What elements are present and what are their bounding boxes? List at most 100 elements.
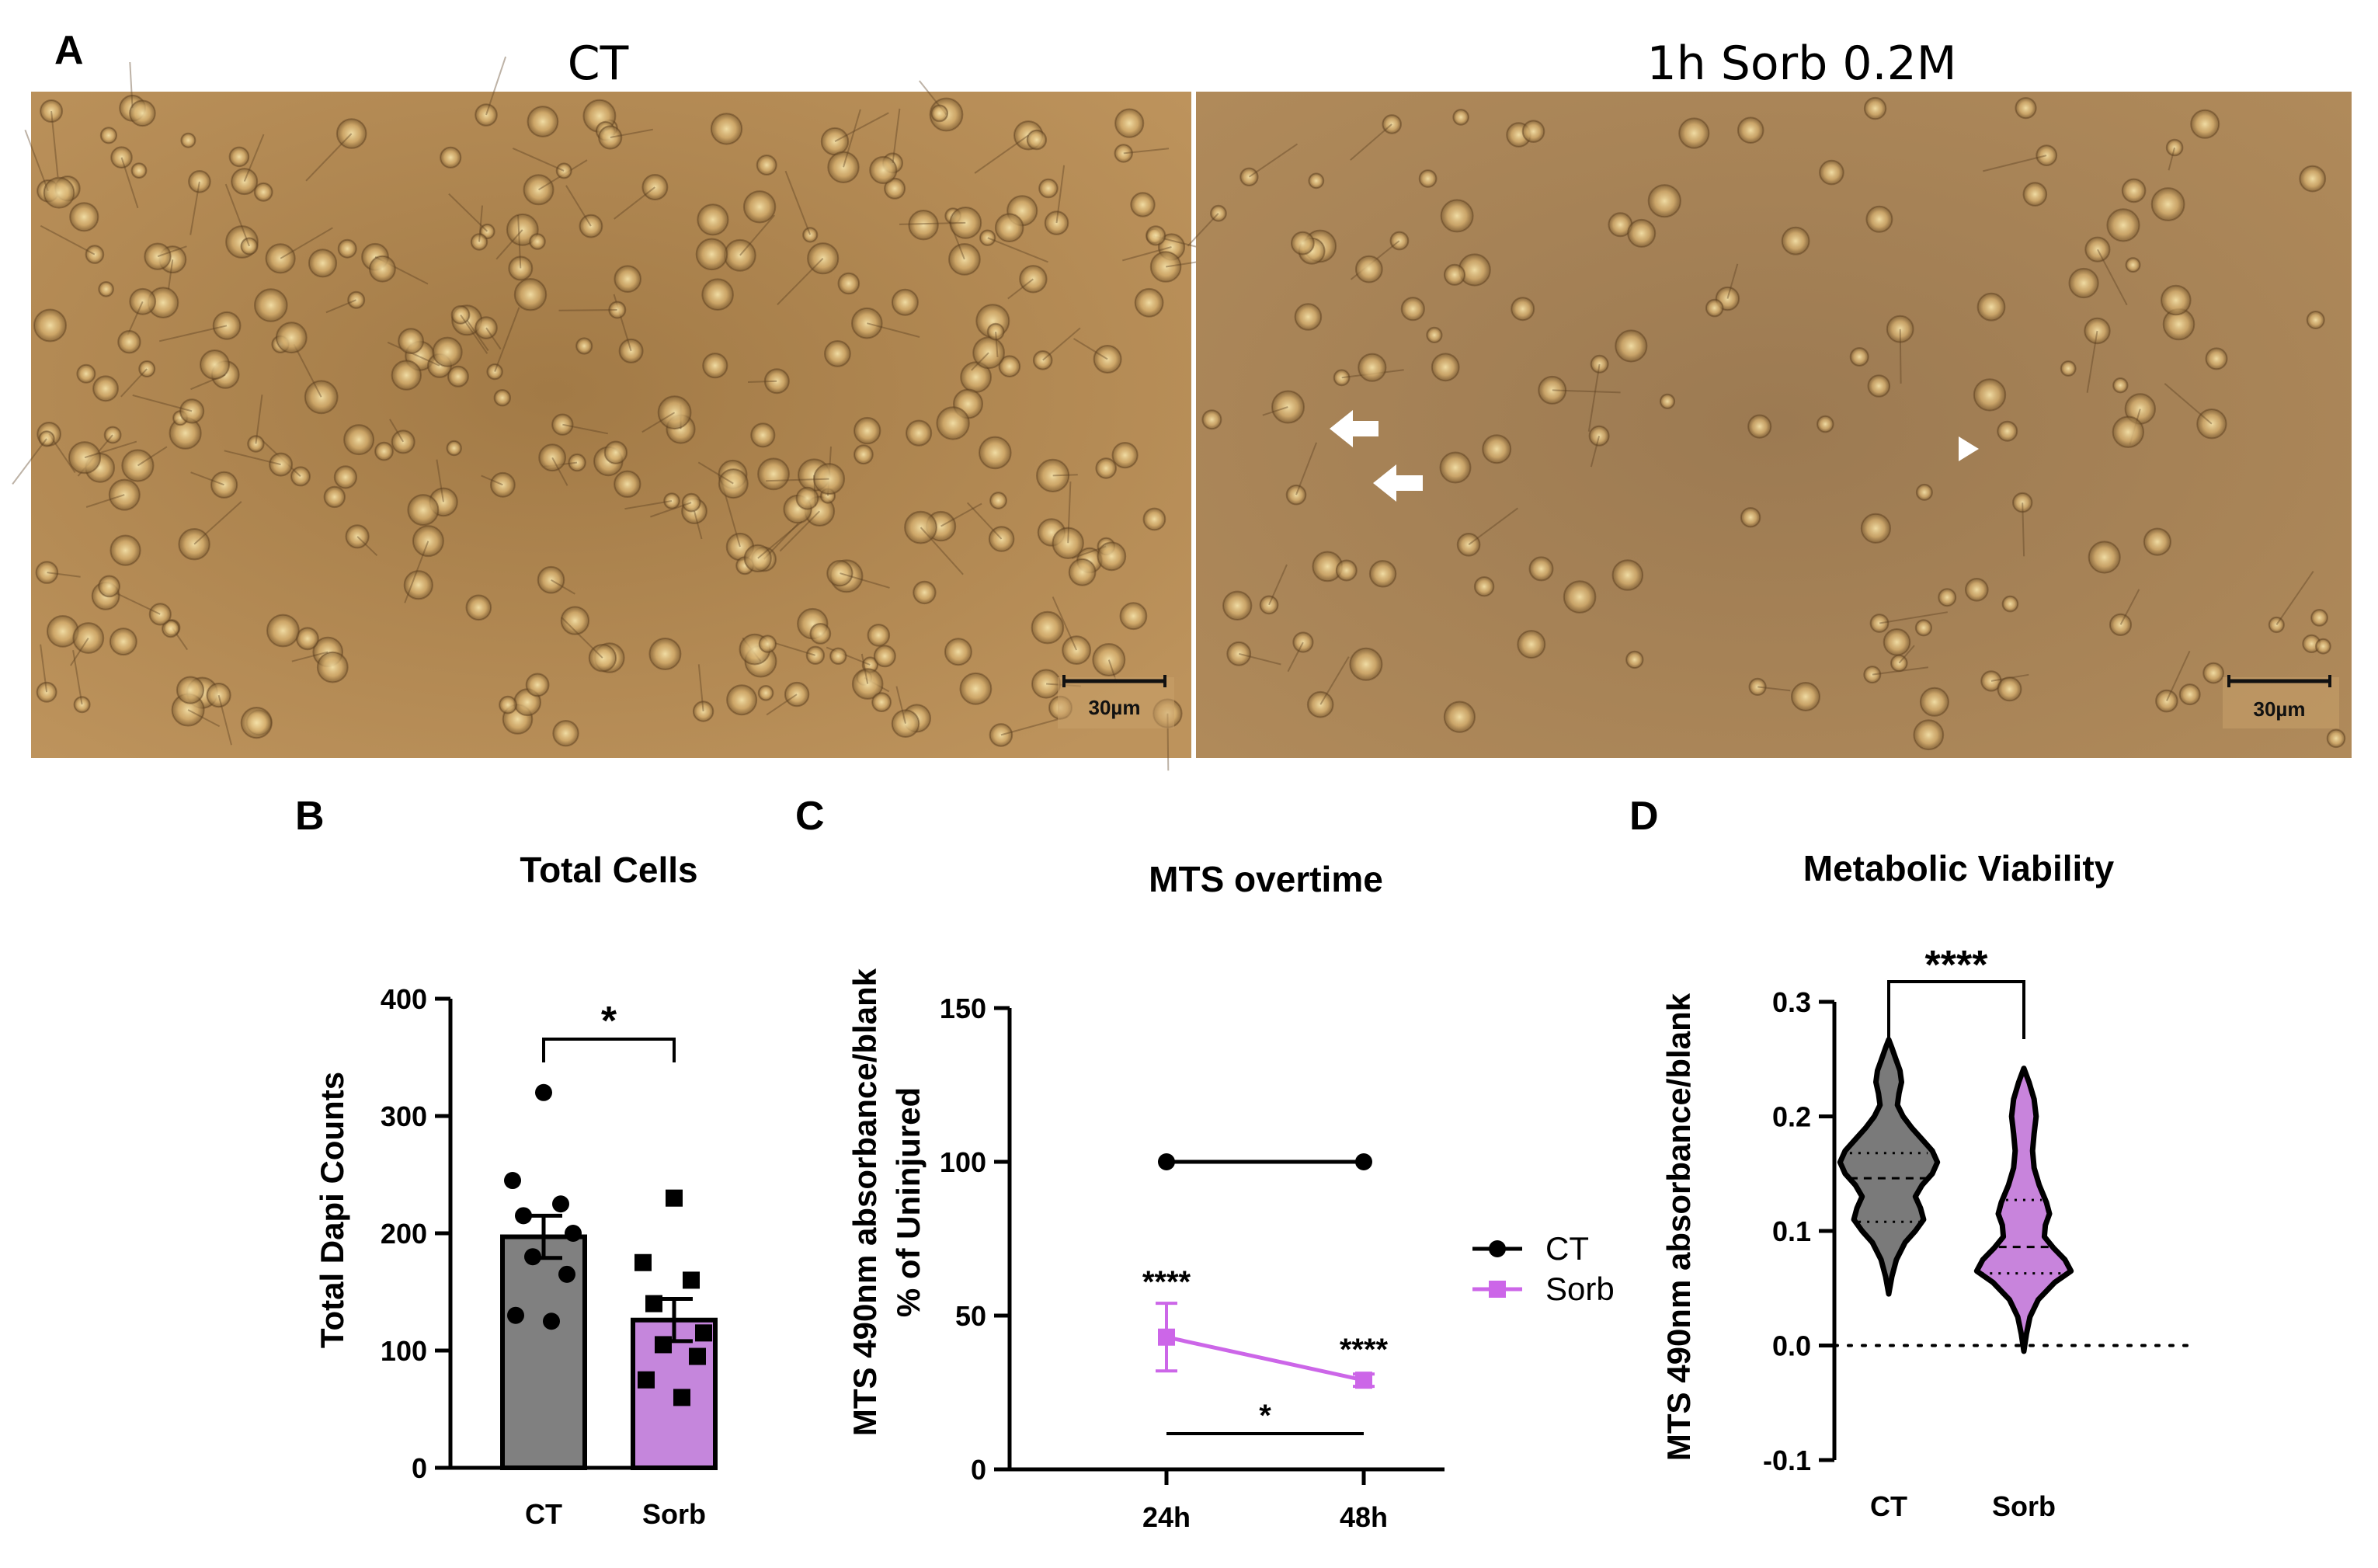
- micrograph-cell: [1119, 602, 1148, 631]
- micrograph-neurite: [995, 332, 999, 357]
- micrograph-neurite: [624, 500, 673, 510]
- micrograph-neurite: [1248, 143, 1299, 178]
- micrograph-cell: [345, 524, 370, 549]
- micrograph-cell: [1368, 560, 1397, 588]
- micrograph-cell: [1678, 117, 1710, 149]
- micrograph-cell: [523, 174, 555, 206]
- micrograph-cell: [266, 614, 300, 648]
- micrograph-cell: [188, 170, 211, 193]
- micrograph-cell: [148, 603, 172, 626]
- chart-b-significance-label: *: [601, 999, 617, 1044]
- micrograph-neurite: [47, 572, 81, 578]
- micrograph-cell: [913, 580, 937, 605]
- micrograph-cell: [1521, 120, 1545, 143]
- micrograph-cell: [35, 561, 59, 584]
- micrograph-neurite: [436, 459, 444, 502]
- micrograph-cell: [1239, 167, 1259, 187]
- chart-b-data-point: [535, 1083, 552, 1101]
- micrograph-cell: [412, 525, 444, 558]
- micrograph-cell: [1052, 527, 1084, 559]
- chart-b-y-tick-label: 200: [381, 1218, 427, 1250]
- micrograph-neurite: [974, 134, 1029, 174]
- micrograph-cell: [1440, 199, 1474, 233]
- micrograph-cell: [465, 594, 492, 621]
- micrograph-cell: [1349, 647, 1383, 681]
- micrograph-neurite: [766, 694, 798, 716]
- micrograph-neurite: [920, 527, 964, 575]
- chart-total-cells: Total Cells Total Dapi Counts 0 100 200 300…: [314, 850, 718, 1530]
- micrograph-neurite: [224, 183, 250, 247]
- micrograph-cell: [247, 435, 265, 453]
- micrograph-cell: [802, 227, 819, 243]
- micrograph-cell: [72, 622, 105, 654]
- micrograph-cell: [1044, 210, 1069, 235]
- micrograph-cell: [750, 422, 776, 448]
- micrograph-cell: [979, 436, 1012, 470]
- micrograph-cell: [1869, 614, 1890, 633]
- chart-b-data-point: [558, 1265, 575, 1283]
- micrograph-cell: [742, 190, 777, 224]
- micrograph-cell: [2084, 317, 2111, 345]
- micrograph-cell: [805, 645, 826, 665]
- micrograph-cell: [69, 202, 99, 232]
- micrograph-neurite: [1187, 213, 1219, 247]
- micrograph-cell: [92, 375, 119, 402]
- micrograph-neurite: [2275, 571, 2314, 626]
- micrograph-cell: [210, 471, 238, 499]
- micrograph-cell: [1149, 251, 1182, 283]
- chart-c-significance-label: ****: [1142, 1265, 1191, 1299]
- micrograph-cell: [1201, 409, 1222, 430]
- panel-letter-b: B: [295, 794, 325, 839]
- micrograph-neurite: [840, 572, 890, 589]
- micrograph-cell: [809, 623, 832, 645]
- micrograph-cell: [1134, 287, 1164, 318]
- micrograph-cell: [936, 406, 970, 440]
- chart-mts-overtime: MTS overtime MTS 490nm absorbance/blank …: [847, 859, 1615, 1533]
- chart-b-y-tick-label: 300: [381, 1100, 427, 1132]
- scale-bar-right-label: 30µm: [2253, 697, 2305, 721]
- micrograph-cell: [475, 316, 498, 339]
- micrograph-cell: [784, 681, 810, 708]
- micrograph-cell: [2088, 541, 2121, 574]
- micrograph-cell: [2036, 144, 2058, 167]
- micrograph-neurite: [1122, 246, 1172, 262]
- chart-c-y-tick-label: 100: [940, 1146, 986, 1178]
- micrograph-neurite: [2086, 330, 2098, 393]
- micrograph-cell: [2326, 728, 2346, 749]
- chart-b-data-point: [655, 1336, 672, 1354]
- micrograph-neurite: [50, 110, 59, 178]
- micrograph-neurite: [72, 650, 83, 705]
- scale-bar-left-label: 30µm: [1088, 696, 1140, 719]
- micrograph-cell: [1915, 483, 1933, 501]
- micrograph-neurite: [774, 642, 816, 656]
- micrograph-cell: [1114, 144, 1133, 163]
- micrograph-cell: [1863, 666, 1882, 684]
- micrograph-cell: [1210, 204, 1227, 222]
- micrograph-cell: [1615, 329, 1648, 363]
- panel-letter-d: D: [1629, 794, 1659, 839]
- micrograph-neurite: [120, 368, 148, 398]
- micrograph-cell: [43, 176, 75, 209]
- micrograph-cell: [1130, 192, 1156, 217]
- micrograph-cell: [1860, 513, 1891, 544]
- micrograph-cell: [1748, 677, 1767, 697]
- micrograph-cell: [1863, 96, 1887, 120]
- micrograph-neurite: [305, 133, 353, 182]
- micrograph-cell: [475, 103, 498, 127]
- micrograph-cell: [1333, 369, 1351, 387]
- micrograph-cell: [813, 463, 846, 495]
- micrograph-neurite: [971, 352, 989, 371]
- micrograph-neurite: [129, 61, 134, 109]
- micrograph-ct: [12, 56, 1208, 771]
- micrograph-cell: [1791, 682, 1820, 711]
- micrograph-cell: [206, 683, 231, 708]
- micrograph-cell: [867, 624, 891, 647]
- micrograph-cell: [657, 395, 692, 430]
- micrograph-neurite: [356, 536, 378, 557]
- micrograph-neurite: [40, 224, 96, 256]
- micrograph-neurite: [1898, 645, 1915, 664]
- micrograph-cell: [1659, 393, 1676, 409]
- micrograph-sorb-cells: [1187, 96, 2346, 751]
- micrograph-cell: [608, 301, 627, 319]
- micrograph-cell: [1418, 169, 1438, 188]
